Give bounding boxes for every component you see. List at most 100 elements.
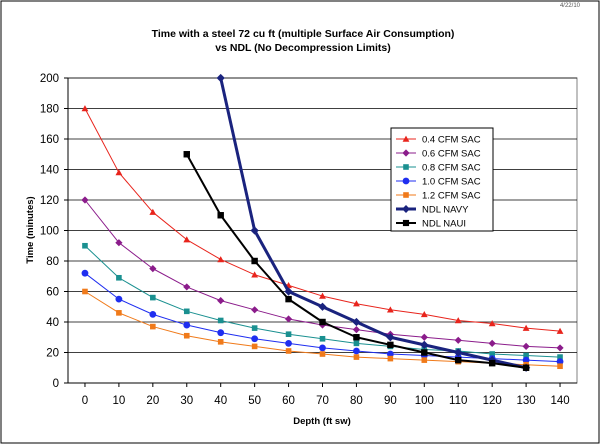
data-point-0-8-cfm-sac [523, 352, 529, 359]
x-tick-label: 120 [483, 395, 502, 407]
y-tick-label: 20 [46, 348, 59, 360]
data-point-1-0-cfm-sac [251, 335, 259, 343]
data-point-0-6-cfm-sac [352, 326, 361, 334]
data-point-1-0-cfm-sac [386, 350, 394, 358]
data-point-0-8-cfm-sac [217, 317, 224, 324]
data-point-0-4-cfm-sac [454, 317, 462, 324]
x-tick-label: 70 [316, 395, 329, 407]
data-point-ndl-naui [387, 341, 394, 349]
data-point-ndl-naui [285, 295, 292, 303]
data-point-0-6-cfm-sac [454, 336, 462, 344]
x-tick-label: 50 [248, 395, 261, 407]
data-point-ndl-naui [488, 359, 496, 367]
legend-label: NDL NAUI [422, 219, 466, 230]
data-point-1-2-cfm-sac [421, 357, 428, 363]
legend-entry-0-4-cfm-sac: 0.4 CFM SAC [396, 135, 481, 146]
data-point-1-0-cfm-sac [285, 339, 292, 347]
legend-entry-1-2-cfm-sac: 1.2 CFM SAC [396, 191, 481, 202]
legend-swatch-marker [402, 177, 410, 185]
data-point-1-2-cfm-sac [251, 343, 258, 350]
data-point-1-0-cfm-sac [353, 347, 360, 355]
x-tick-label: 140 [550, 395, 569, 407]
data-point-1-2-cfm-sac [82, 288, 88, 295]
data-point-1-2-cfm-sac [557, 363, 563, 370]
y-tick-label: 160 [40, 134, 59, 146]
data-point-0-8-cfm-sac [353, 340, 360, 347]
data-point-ndl-naui [217, 212, 224, 219]
data-point-0-4-cfm-sac [115, 169, 123, 176]
data-point-ndl-navy [420, 340, 429, 350]
plot-area [67, 73, 578, 384]
x-axis-title: Depth (ft sw) [293, 416, 351, 427]
y-tick-label: 80 [46, 256, 59, 268]
legend: 0.4 CFM SAC 0.6 CFM SAC 0.8 CFM SAC 1.0 CFM… [390, 127, 494, 232]
data-point-1-2-cfm-sac [217, 339, 224, 345]
data-point-1-0-cfm-sac [217, 329, 225, 337]
y-tick-label: 0 [53, 378, 59, 390]
data-point-ndl-navy [284, 287, 293, 296]
data-point-0-8-cfm-sac [116, 274, 122, 281]
data-point-0-8-cfm-sac [251, 325, 258, 331]
data-point-ndl-navy [352, 317, 361, 327]
data-point-ndl-naui [455, 356, 462, 364]
data-point-1-2-cfm-sac [319, 351, 326, 357]
data-point-ndl-navy [454, 348, 463, 357]
legend-label: 0.4 CFM SAC [422, 135, 481, 146]
data-point-1-2-cfm-sac [353, 354, 360, 360]
x-tick-label: 0 [82, 395, 88, 407]
data-point-0-6-cfm-sac [217, 297, 225, 305]
data-point-1-2-cfm-sac [116, 310, 122, 316]
data-point-ndl-naui [421, 349, 428, 356]
y-tick-label: 120 [40, 195, 59, 207]
data-point-0-4-cfm-sac [149, 208, 157, 215]
series-line-ndl-navy [219, 77, 527, 370]
data-point-ndl-navy [250, 226, 259, 235]
chart-subtitle: vs NDL (No Decompression Limits) [215, 42, 390, 54]
legend-label: NDL NAVY [422, 205, 469, 216]
y-tick-label: 100 [40, 226, 59, 238]
y-tick-label: 200 [40, 73, 59, 85]
data-point-0-4-cfm-sac [386, 306, 394, 313]
data-point-0-6-cfm-sac [115, 239, 123, 247]
x-tick-label: 30 [180, 395, 193, 407]
data-point-1-0-cfm-sac [319, 344, 326, 352]
legend-swatch-marker [402, 149, 410, 157]
x-tick-label: 110 [449, 395, 467, 407]
y-tick-label: 180 [40, 104, 59, 116]
y-axis-title: Time (minutes) [25, 196, 36, 263]
data-point-ndl-navy [216, 73, 225, 83]
data-point-0-6-cfm-sac [488, 339, 496, 347]
data-point-1-0-cfm-sac [522, 356, 530, 364]
x-tick-label: 130 [517, 395, 536, 407]
data-point-1-2-cfm-sac [183, 332, 190, 339]
legend-label: 1.0 CFM SAC [422, 177, 481, 188]
data-point-0-4-cfm-sac [319, 292, 326, 299]
data-point-0-6-cfm-sac [183, 283, 191, 291]
data-point-0-4-cfm-sac [420, 310, 428, 318]
x-tick-label: 90 [384, 395, 397, 407]
series-layer [81, 73, 564, 372]
data-point-0-6-cfm-sac [284, 315, 293, 323]
data-point-0-4-cfm-sac [81, 105, 89, 112]
legend-swatch-marker [402, 205, 410, 213]
data-point-0-6-cfm-sac [251, 306, 259, 314]
legend-entry-0-8-cfm-sac: 0.8 CFM SAC [396, 163, 481, 174]
data-point-1-2-cfm-sac [150, 323, 156, 330]
data-point-0-8-cfm-sac [82, 242, 88, 249]
data-point-0-8-cfm-sac [557, 354, 563, 360]
data-point-0-6-cfm-sac [522, 342, 530, 350]
data-point-ndl-naui [319, 318, 326, 326]
legend-swatch-marker [402, 135, 410, 142]
data-point-0-8-cfm-sac [319, 335, 326, 342]
chart-title: Time with a steel 72 cu ft (multiple Sur… [152, 28, 455, 40]
legend-swatch-marker [403, 164, 409, 170]
legend-swatch-marker [403, 192, 409, 198]
data-point-ndl-naui [522, 364, 530, 371]
x-tick-label: 40 [214, 395, 227, 407]
series-ndl-naui [183, 151, 530, 371]
data-point-1-0-cfm-sac [115, 295, 123, 303]
data-point-0-4-cfm-sac [556, 327, 564, 334]
legend-label: 0.8 CFM SAC [422, 163, 481, 174]
data-point-ndl-naui [353, 334, 360, 341]
